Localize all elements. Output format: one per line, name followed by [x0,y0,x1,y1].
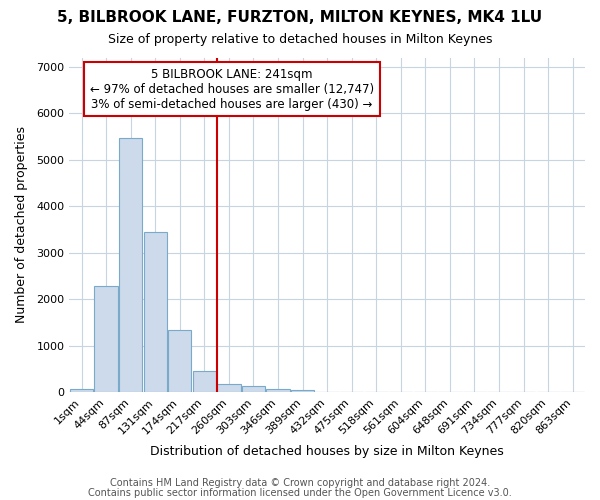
Text: Contains public sector information licensed under the Open Government Licence v3: Contains public sector information licen… [88,488,512,498]
Bar [168,330,191,392]
Bar [70,389,93,392]
Text: 5 BILBROOK LANE: 241sqm
← 97% of detached houses are smaller (12,747)
3% of semi: 5 BILBROOK LANE: 241sqm ← 97% of detache… [89,68,374,110]
Y-axis label: Number of detached properties: Number of detached properties [15,126,28,324]
Bar [242,386,265,392]
Text: Size of property relative to detached houses in Milton Keynes: Size of property relative to detached ho… [108,32,492,46]
Text: 5, BILBROOK LANE, FURZTON, MILTON KEYNES, MK4 1LU: 5, BILBROOK LANE, FURZTON, MILTON KEYNES… [58,10,542,25]
Bar [193,371,216,392]
Bar [119,138,142,392]
Bar [94,286,118,393]
Bar [291,390,314,392]
Bar [217,384,241,392]
Bar [143,232,167,392]
X-axis label: Distribution of detached houses by size in Milton Keynes: Distribution of detached houses by size … [150,444,504,458]
Text: Contains HM Land Registry data © Crown copyright and database right 2024.: Contains HM Land Registry data © Crown c… [110,478,490,488]
Bar [266,389,290,392]
